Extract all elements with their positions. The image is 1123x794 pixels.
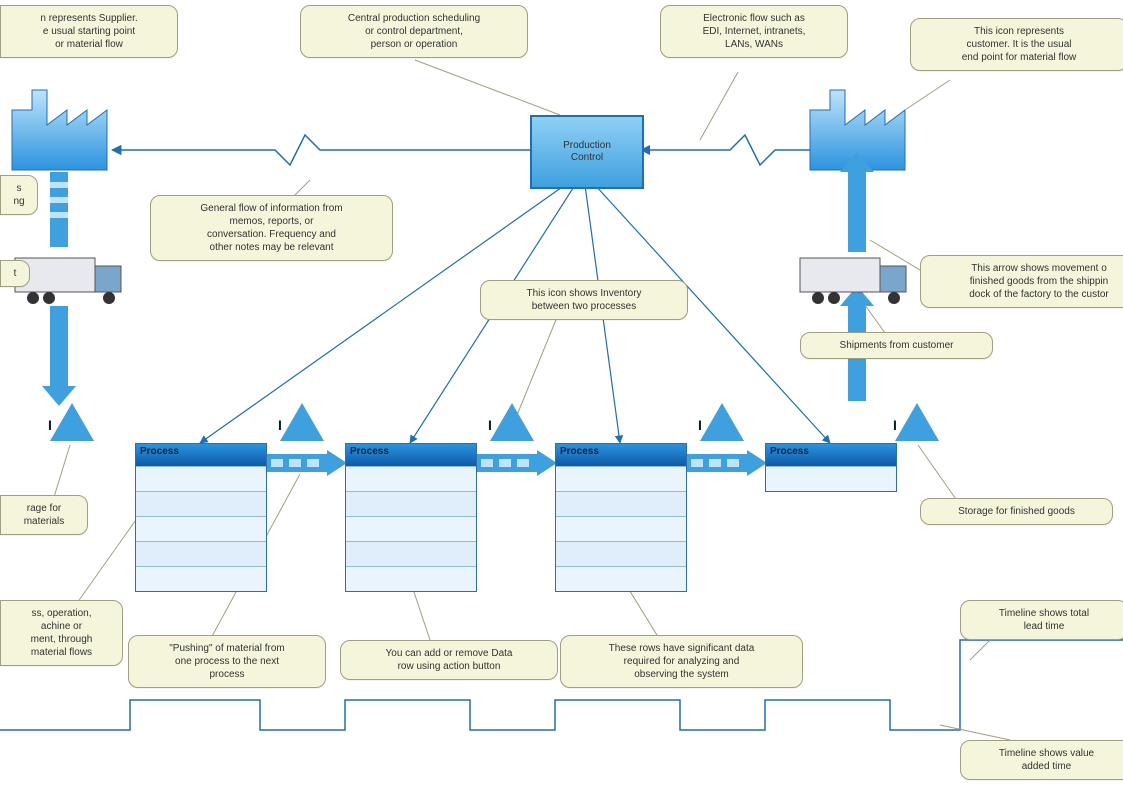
push-arrow-1 [265, 450, 347, 476]
callout-scheduling: Central production scheduling or control… [300, 5, 528, 58]
push-arrow-3 [685, 450, 767, 476]
callout-inventory: This icon shows Inventory between two pr… [480, 280, 688, 320]
callout-cut2: t [0, 260, 30, 287]
push-arrow-2 [475, 450, 557, 476]
callout-electronic: Electronic flow such as EDI, Internet, i… [660, 5, 848, 58]
callout-raw-storage: rage for materials [0, 495, 88, 535]
process-box-4: Process [765, 443, 897, 492]
callout-value-added: Timeline shows value added time [960, 740, 1123, 780]
callout-finished-arrow: This arrow shows movement o finished goo… [920, 255, 1123, 308]
ship-down-left [50, 172, 68, 247]
e-flow-left [112, 135, 530, 165]
process-box-3: Process [555, 443, 687, 592]
callout-proc-desc: ss, operation, achine or ment, through m… [0, 600, 123, 666]
callout-cut1: s ng [0, 175, 38, 215]
process-header: Process [346, 444, 476, 466]
callout-rows-data: These rows have significant data require… [560, 635, 803, 688]
callout-info-flow: General flow of information from memos, … [150, 195, 393, 261]
production-control-label: Production Control [563, 140, 611, 164]
truck-left-icon [15, 258, 121, 304]
callout-supplier: n represents Supplier. e usual starting … [0, 5, 178, 58]
production-control-box: Production Control [530, 115, 644, 189]
callout-lead-time: Timeline shows total lead time [960, 600, 1123, 640]
callout-customer: This icon represents customer. It is the… [910, 18, 1123, 71]
process-header: Process [136, 444, 266, 466]
callout-storage-finished: Storage for finished goods [920, 498, 1113, 525]
callout-pushing: "Pushing" of material from one process t… [128, 635, 326, 688]
process-header: Process [556, 444, 686, 466]
process-box-2: Process [345, 443, 477, 592]
callout-shipments: Shipments from customer [800, 332, 993, 359]
process-header: Process [766, 444, 896, 466]
e-flow-right [640, 135, 810, 165]
callout-add-remove: You can add or remove Data row using act… [340, 640, 558, 680]
process-box-1: Process [135, 443, 267, 592]
supplier-icon [12, 90, 107, 170]
